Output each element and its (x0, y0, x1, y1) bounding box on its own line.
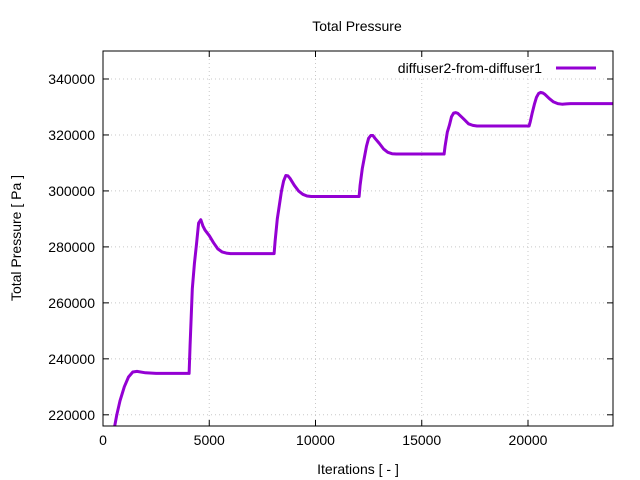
series-line (113, 90, 613, 426)
y-tick-label: 260000 (48, 295, 95, 311)
x-axis-label: Iterations [ - ] (317, 461, 399, 477)
y-tick-label: 320000 (48, 127, 95, 143)
chart-title: Total Pressure (312, 18, 402, 34)
y-tick-label: 300000 (48, 183, 95, 199)
legend-label: diffuser2-from-diffuser1 (398, 60, 542, 76)
y-tick-label: 340000 (48, 71, 95, 87)
grid-layer (103, 51, 613, 426)
legend: diffuser2-from-diffuser1 (398, 60, 596, 76)
x-tick-label: 5000 (194, 432, 225, 448)
x-tick-label: 10000 (296, 432, 335, 448)
y-tick-label: 240000 (48, 351, 95, 367)
x-tick-label: 0 (99, 432, 107, 448)
y-tick-label: 280000 (48, 239, 95, 255)
x-tick-label: 15000 (402, 432, 441, 448)
y-tick-label: 220000 (48, 407, 95, 423)
y-axis-label: Total Pressure [ Pa ] (8, 175, 24, 301)
ticks-layer: 0 5000 10000 15000 20000 220000 240000 260000 28… (48, 51, 613, 448)
series-layer (113, 90, 613, 426)
plot-frame (102, 50, 614, 427)
x-tick-label: 20000 (509, 432, 548, 448)
